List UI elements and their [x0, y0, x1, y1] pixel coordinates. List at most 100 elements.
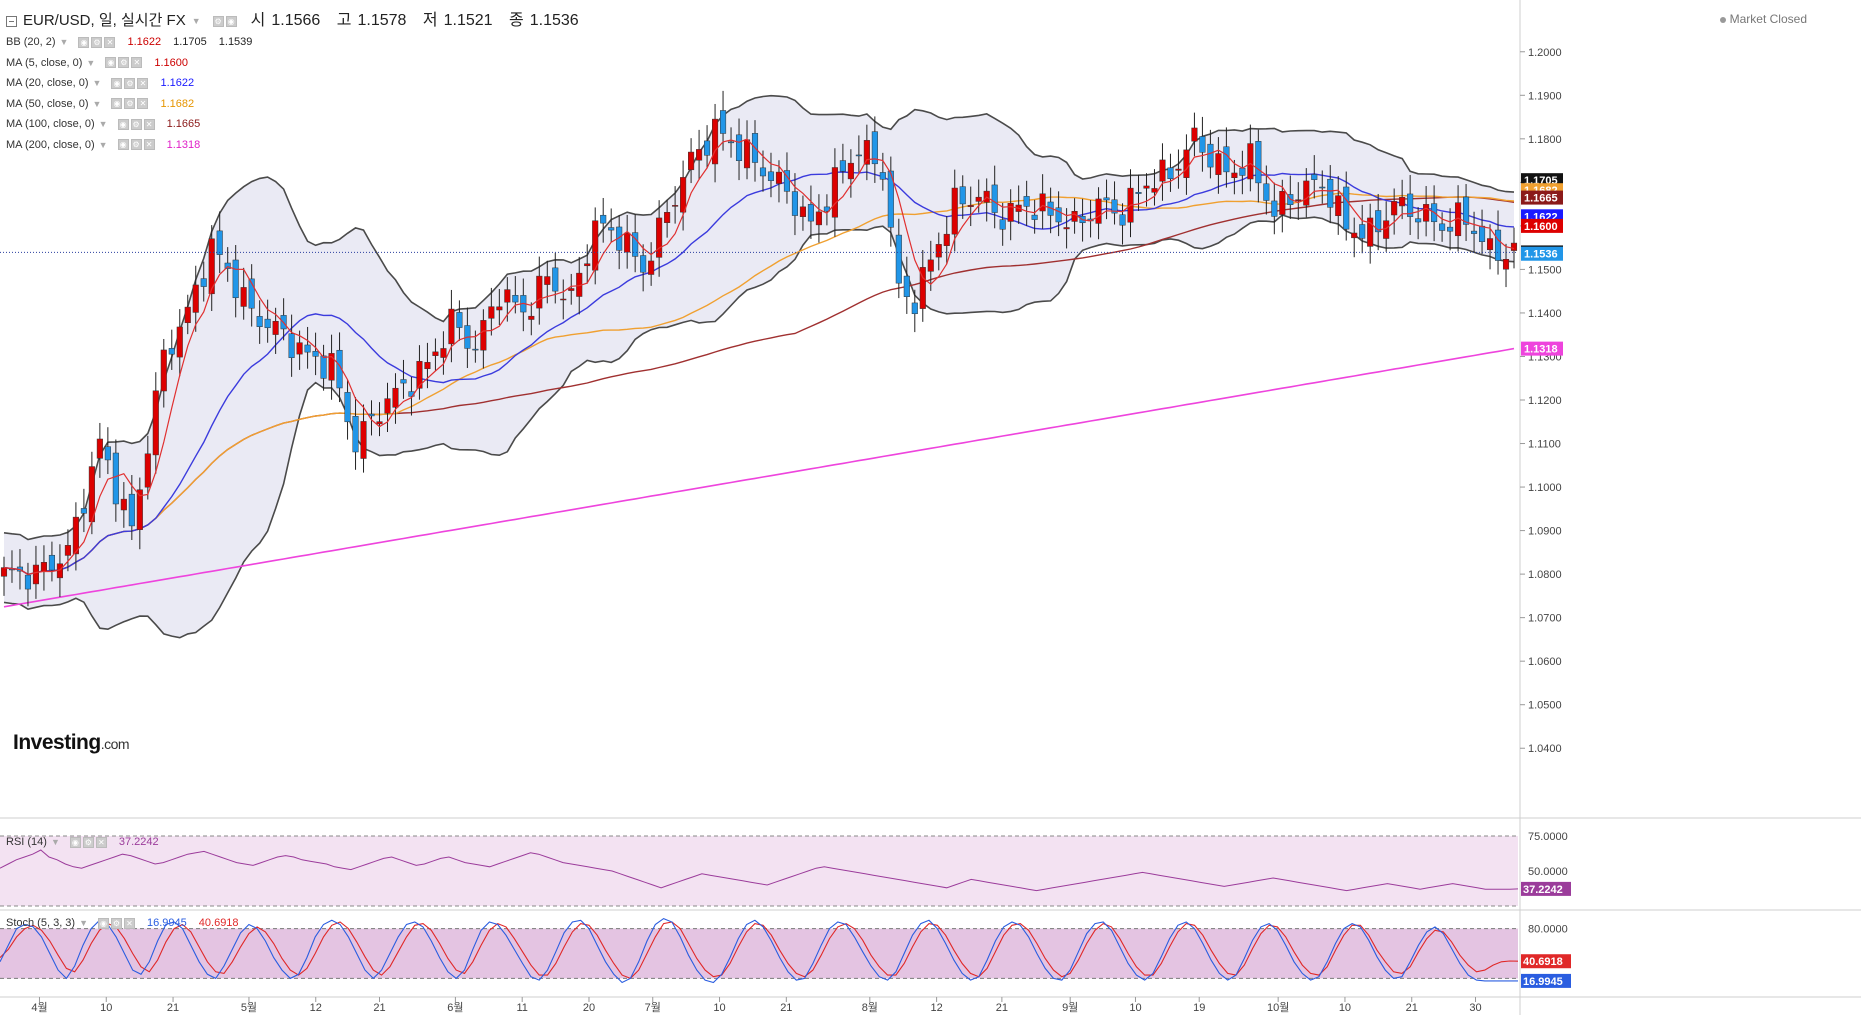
candle-body [1423, 204, 1430, 222]
candle-body [1311, 174, 1318, 180]
candle-body [720, 110, 727, 134]
eye-icon: ◉ [98, 917, 110, 929]
indicator-row-ma200[interactable]: MA (200, close, 0) ▼ ◉ ⚙ ✕ 1.1318 [6, 135, 591, 156]
candle-body [1279, 191, 1286, 215]
candle-body [560, 298, 567, 301]
y-tick-label: 1.0500 [1528, 700, 1562, 712]
gear-icon: ⚙ [118, 57, 130, 69]
status-dot-icon [1719, 16, 1726, 23]
gear-icon: ⚙ [82, 836, 94, 848]
candle-body [1271, 200, 1278, 217]
eye-icon: ◉ [111, 77, 123, 89]
candle-body [775, 171, 783, 184]
candle-body [120, 498, 127, 511]
indicator-row-ma50[interactable]: MA (50, close, 0) ▼ ◉ ⚙ ✕ 1.1682 [6, 94, 591, 115]
candle-body [1502, 259, 1510, 270]
candle-body [919, 267, 926, 309]
candle-body [272, 320, 279, 335]
candle-body [871, 131, 878, 165]
stoch-k-line [0, 917, 1518, 984]
close-icon: ✕ [95, 836, 107, 848]
candle-body [887, 170, 894, 228]
rsi-band-fill [0, 836, 1518, 906]
candle-body [943, 233, 950, 246]
x-tick-label: 21 [167, 1002, 179, 1014]
x-tick-label: 12 [310, 1002, 322, 1014]
candle-body [680, 177, 687, 213]
series-toolbar[interactable]: ⚙ ◉ [212, 15, 237, 27]
gear-icon: ⚙ [130, 118, 142, 130]
candle-body [376, 421, 383, 425]
candle-body [1415, 218, 1422, 223]
candle-body [664, 212, 671, 223]
candle-body [895, 234, 902, 284]
chevron-down-icon: ▼ [50, 837, 60, 847]
symbol-title[interactable]: EUR/USD, 일, 실시간 FX [23, 12, 186, 29]
indicator-value: 1.1665 [166, 118, 201, 130]
candle-body [1175, 168, 1182, 171]
stoch-legend[interactable]: Stoch (5, 3, 3) ▼ ◉ ⚙ ✕ 16.9945 40.6918 [6, 917, 239, 929]
close-icon: ✕ [137, 77, 149, 89]
indicator-row-bb[interactable]: BB (20, 2) ▼ ◉ ⚙ ✕ 1.1622 1.1705 1.1539 [6, 32, 591, 53]
candle-body [903, 275, 910, 297]
candle-body [1031, 214, 1038, 220]
candle-body [224, 262, 231, 269]
x-tick-label: 10 [713, 1002, 725, 1014]
candle-body [136, 489, 143, 530]
indicator-row-ma5[interactable]: MA (5, close, 0) ▼ ◉ ⚙ ✕ 1.1600 [6, 53, 591, 74]
candle-body [320, 355, 327, 379]
indicator-label: MA (200, close, 0) [6, 138, 95, 151]
candle-body [1159, 159, 1166, 182]
candle-body [1023, 196, 1030, 207]
candle-body [1215, 153, 1222, 175]
candle-body [392, 387, 399, 408]
candle-body [1247, 143, 1254, 180]
chevron-down-icon[interactable]: ▼ [191, 16, 201, 26]
eye-icon: ◉ [78, 36, 90, 48]
candle-body [1119, 214, 1126, 226]
indicator-toolbar: ◉ ⚙ ✕ [117, 118, 155, 130]
candle-body [288, 333, 295, 358]
rsi-value-tag [1521, 881, 1571, 896]
candle-body [1151, 188, 1158, 193]
candle-body [216, 230, 223, 255]
rsi-legend[interactable]: RSI (14) ▼ ◉ ⚙ ✕ 37.2242 [6, 836, 159, 848]
candle-body [688, 151, 695, 171]
gear-icon: ⚙ [124, 77, 136, 89]
candle-body [1295, 199, 1302, 201]
x-tick-label: 5월 [241, 1001, 257, 1014]
candle-body [528, 315, 535, 320]
y-tick-label: 1.1100 [1528, 439, 1561, 451]
y-tick-label: 1.1200 [1528, 395, 1562, 407]
close-icon: ✕ [131, 57, 143, 69]
ma5-line [3, 138, 1515, 576]
candle-body [815, 211, 822, 226]
candle-body [879, 172, 886, 180]
minimize-icon[interactable] [6, 15, 17, 27]
indicator-row-ma20[interactable]: MA (20, close, 0) ▼ ◉ ⚙ ✕ 1.1622 [6, 73, 591, 94]
candle-body [1095, 198, 1102, 224]
candle-body [504, 289, 511, 303]
close-icon: ✕ [137, 98, 149, 110]
indicator-label: MA (20, close, 0) [6, 77, 89, 89]
candle-body [40, 562, 47, 572]
candle-body [735, 134, 743, 161]
candle-body [152, 390, 159, 456]
indicator-row-ma100[interactable]: MA (100, close, 0) ▼ ◉ ⚙ ✕ 1.1665 [6, 114, 591, 135]
x-tick-label: 11 [516, 1002, 527, 1014]
bollinger-lower-line [3, 214, 1515, 639]
chevron-down-icon: ▼ [92, 98, 102, 109]
eye-icon: ◉ [225, 15, 237, 27]
candle-body [1399, 197, 1406, 207]
indicator-value: 1.1705 [173, 36, 207, 48]
candle-body [1319, 186, 1326, 189]
candle-body [1494, 229, 1502, 261]
candle-body [1103, 197, 1110, 201]
indicator-value: 1.1622 [160, 77, 195, 89]
y-tick-label: 1.0900 [1528, 526, 1562, 538]
close-icon: ✕ [143, 118, 155, 130]
indicator-toolbar: ◉ ⚙ ✕ [98, 917, 136, 929]
candle-body [64, 545, 71, 556]
x-tick-label: 21 [1406, 1002, 1418, 1014]
